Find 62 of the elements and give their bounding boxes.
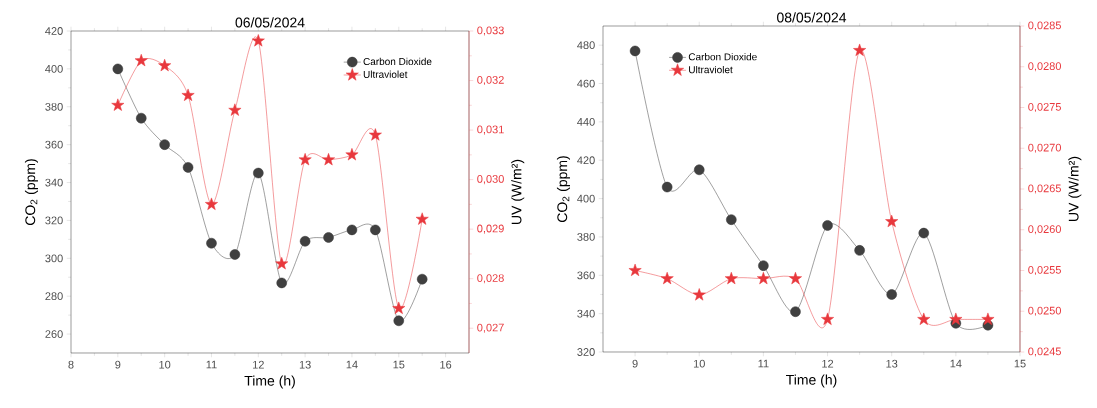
y-axis-title: CO$_{2}$ (ppm) [24,159,38,225]
y2-tick-label: 0,032 [477,76,504,86]
y2-axis-title: UV (W/m²) [1068,156,1082,221]
y-tick-label: 280 [45,292,63,301]
y-tick-label: 400 [45,65,63,73]
x-axis-title: Time (h) [786,374,837,388]
y2-tick-label: 0,0260 [1028,225,1061,235]
y-tick-label: 340 [577,309,595,318]
y-tick-label: 420 [577,156,595,165]
x-tick-label: 16 [440,360,452,369]
x-tick-label: 13 [299,360,311,369]
x-tick-label: 12 [822,359,834,368]
y2-axis-title: UV (W/m²) [511,159,525,224]
x-tick-label: 14 [346,360,358,369]
y2-tick-label: 0,0255 [1028,265,1061,276]
x-tick-label: 8 [68,360,74,369]
y2-tick-label: 0,029 [477,224,504,234]
x-axis-title: Time (h) [244,375,295,389]
x-tick-label: 10 [693,359,705,368]
x-tick-label: 15 [1014,359,1026,368]
chart-title: 06/05/2024 [235,17,305,28]
y2-tick-label: 0,027 [477,323,504,333]
y-tick-label: 300 [45,254,63,263]
y-tick-label: 380 [577,233,595,241]
x-tick-label: 12 [253,360,264,369]
y2-tick-label: 0,0250 [1028,306,1061,316]
y-tick-label: 260 [45,330,63,338]
y2-tick-label: 0,0275 [1028,102,1061,113]
y-tick-label: 320 [45,216,63,225]
y2-tick-label: 0,0245 [1028,347,1061,357]
legend-label: Carbon Dioxide [363,57,432,66]
x-tick-label: 11 [758,359,769,368]
x-tick-label: 10 [159,360,171,369]
x-tick-label: 13 [886,359,898,368]
y2-tick-label: 0,0280 [1028,62,1061,72]
y-tick-label: 480 [577,41,595,50]
x-tick-label: 9 [115,360,121,369]
legend-label: Ultraviolet [689,65,733,74]
x-tick-label: 15 [393,360,405,369]
y2-tick-label: 0,0285 [1028,21,1061,31]
y-tick-label: 420 [45,27,63,35]
y-tick-label: 360 [45,140,63,149]
y2-tick-label: 0,030 [477,175,504,185]
x-tick-label: 9 [632,359,638,368]
x-tick-label: 14 [950,359,962,368]
y2-tick-label: 0,028 [477,274,504,284]
y-tick-label: 320 [577,348,595,356]
y-tick-label: 340 [45,178,63,187]
y-tick-label: 360 [577,271,595,280]
y2-tick-label: 0,0265 [1028,184,1061,194]
x-tick-label: 11 [206,360,217,369]
y2-tick-label: 0,031 [477,125,504,135]
y2-tick-label: 0,033 [477,26,504,36]
y-tick-label: 460 [577,79,595,88]
y2-tick-label: 0,0270 [1028,143,1061,153]
chart-title: 08/05/2024 [777,12,847,23]
y-axis-title: CO$_{2}$ (ppm) [556,156,570,222]
y-tick-label: 400 [577,194,595,203]
y-tick-label: 380 [45,102,63,111]
legend-label: Ultraviolet [363,70,408,78]
y-tick-label: 440 [577,118,595,126]
legend-label: Carbon Dioxide [688,53,757,61]
